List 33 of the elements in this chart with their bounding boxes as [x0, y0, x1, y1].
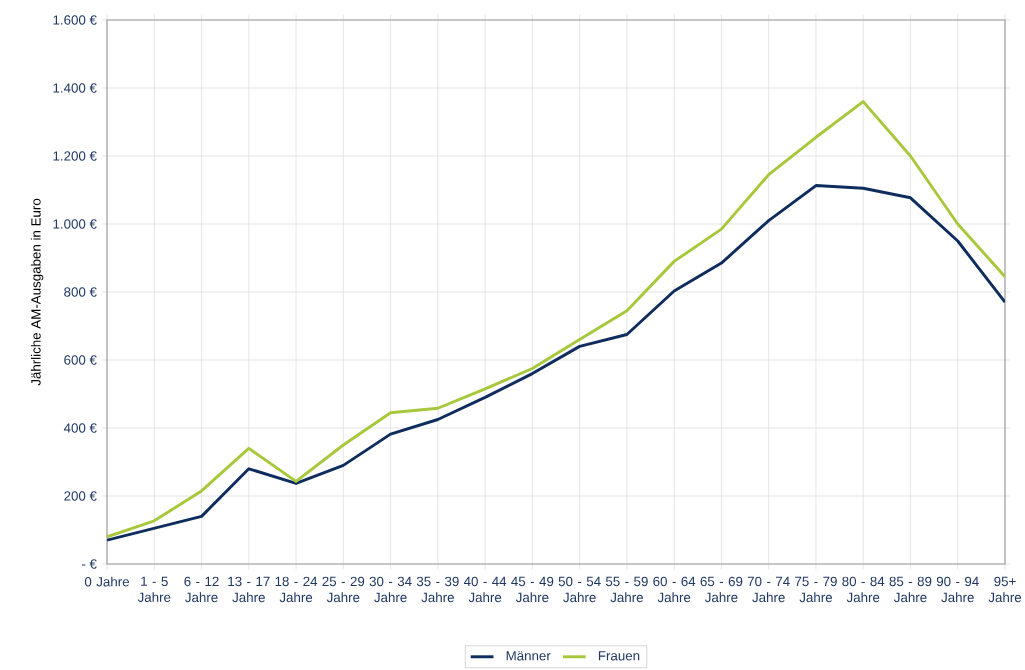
- legend-label: Frauen: [598, 651, 640, 661]
- x-tick-label: 95+ Jahre: [988, 576, 1022, 603]
- x-tick-label: 35 - 39 Jahre: [416, 576, 459, 603]
- y-tick-label: 1.200 €: [53, 151, 97, 161]
- x-tick-label: 1 - 5 Jahre: [137, 576, 171, 602]
- y-tick-label: 600 €: [64, 355, 97, 365]
- y-tick-label: 200 €: [64, 491, 97, 501]
- x-tick-label: 70 - 74 Jahre: [747, 576, 790, 603]
- x-tick-label: 60 - 64 Jahre: [653, 576, 696, 603]
- line-series: [107, 100, 1005, 539]
- y-tick-label: 400 €: [63, 423, 97, 433]
- y-tick-label: 1.600 €: [53, 15, 97, 25]
- x-tick-label: 50 - 54 Jahre: [558, 576, 601, 603]
- y-axis-title: Jährliche AM-Ausgaben in Euro: [30, 198, 44, 386]
- x-tick-label: 80 - 84 Jahre: [842, 576, 885, 603]
- x-tick-label: 40 - 44 Jahre: [463, 576, 507, 603]
- x-tick-label: 25 - 29 Jahre: [322, 576, 365, 603]
- x-tick-label: 90 - 94 Jahre: [936, 576, 979, 603]
- y-tick-label: 1.400 €: [53, 83, 97, 93]
- y-tick-label: 800 €: [64, 287, 97, 297]
- x-tick-label: 75 - 79 Jahre: [795, 576, 837, 603]
- y-tick-label: - €: [81, 559, 97, 569]
- x-tick-label: 30 - 34 Jahre: [369, 576, 412, 603]
- x-tick-label: 85 - 89 Jahre: [889, 576, 932, 603]
- x-tick-label: 65 - 69 Jahre: [700, 576, 743, 603]
- x-tick-label: 6 - 12 Jahre: [184, 576, 219, 603]
- y-tick-label: 1.000 €: [53, 219, 97, 229]
- x-tick-label: 45 - 49 Jahre: [511, 576, 554, 603]
- x-tick-label: 55 - 59 Jahre: [605, 576, 648, 603]
- x-tick-label: 13 - 17 Jahre: [228, 576, 270, 603]
- x-tick-label: 0 Jahre: [84, 576, 129, 587]
- x-tick-label: 18 - 24 Jahre: [275, 576, 318, 603]
- legend-label: Männer: [506, 651, 551, 661]
